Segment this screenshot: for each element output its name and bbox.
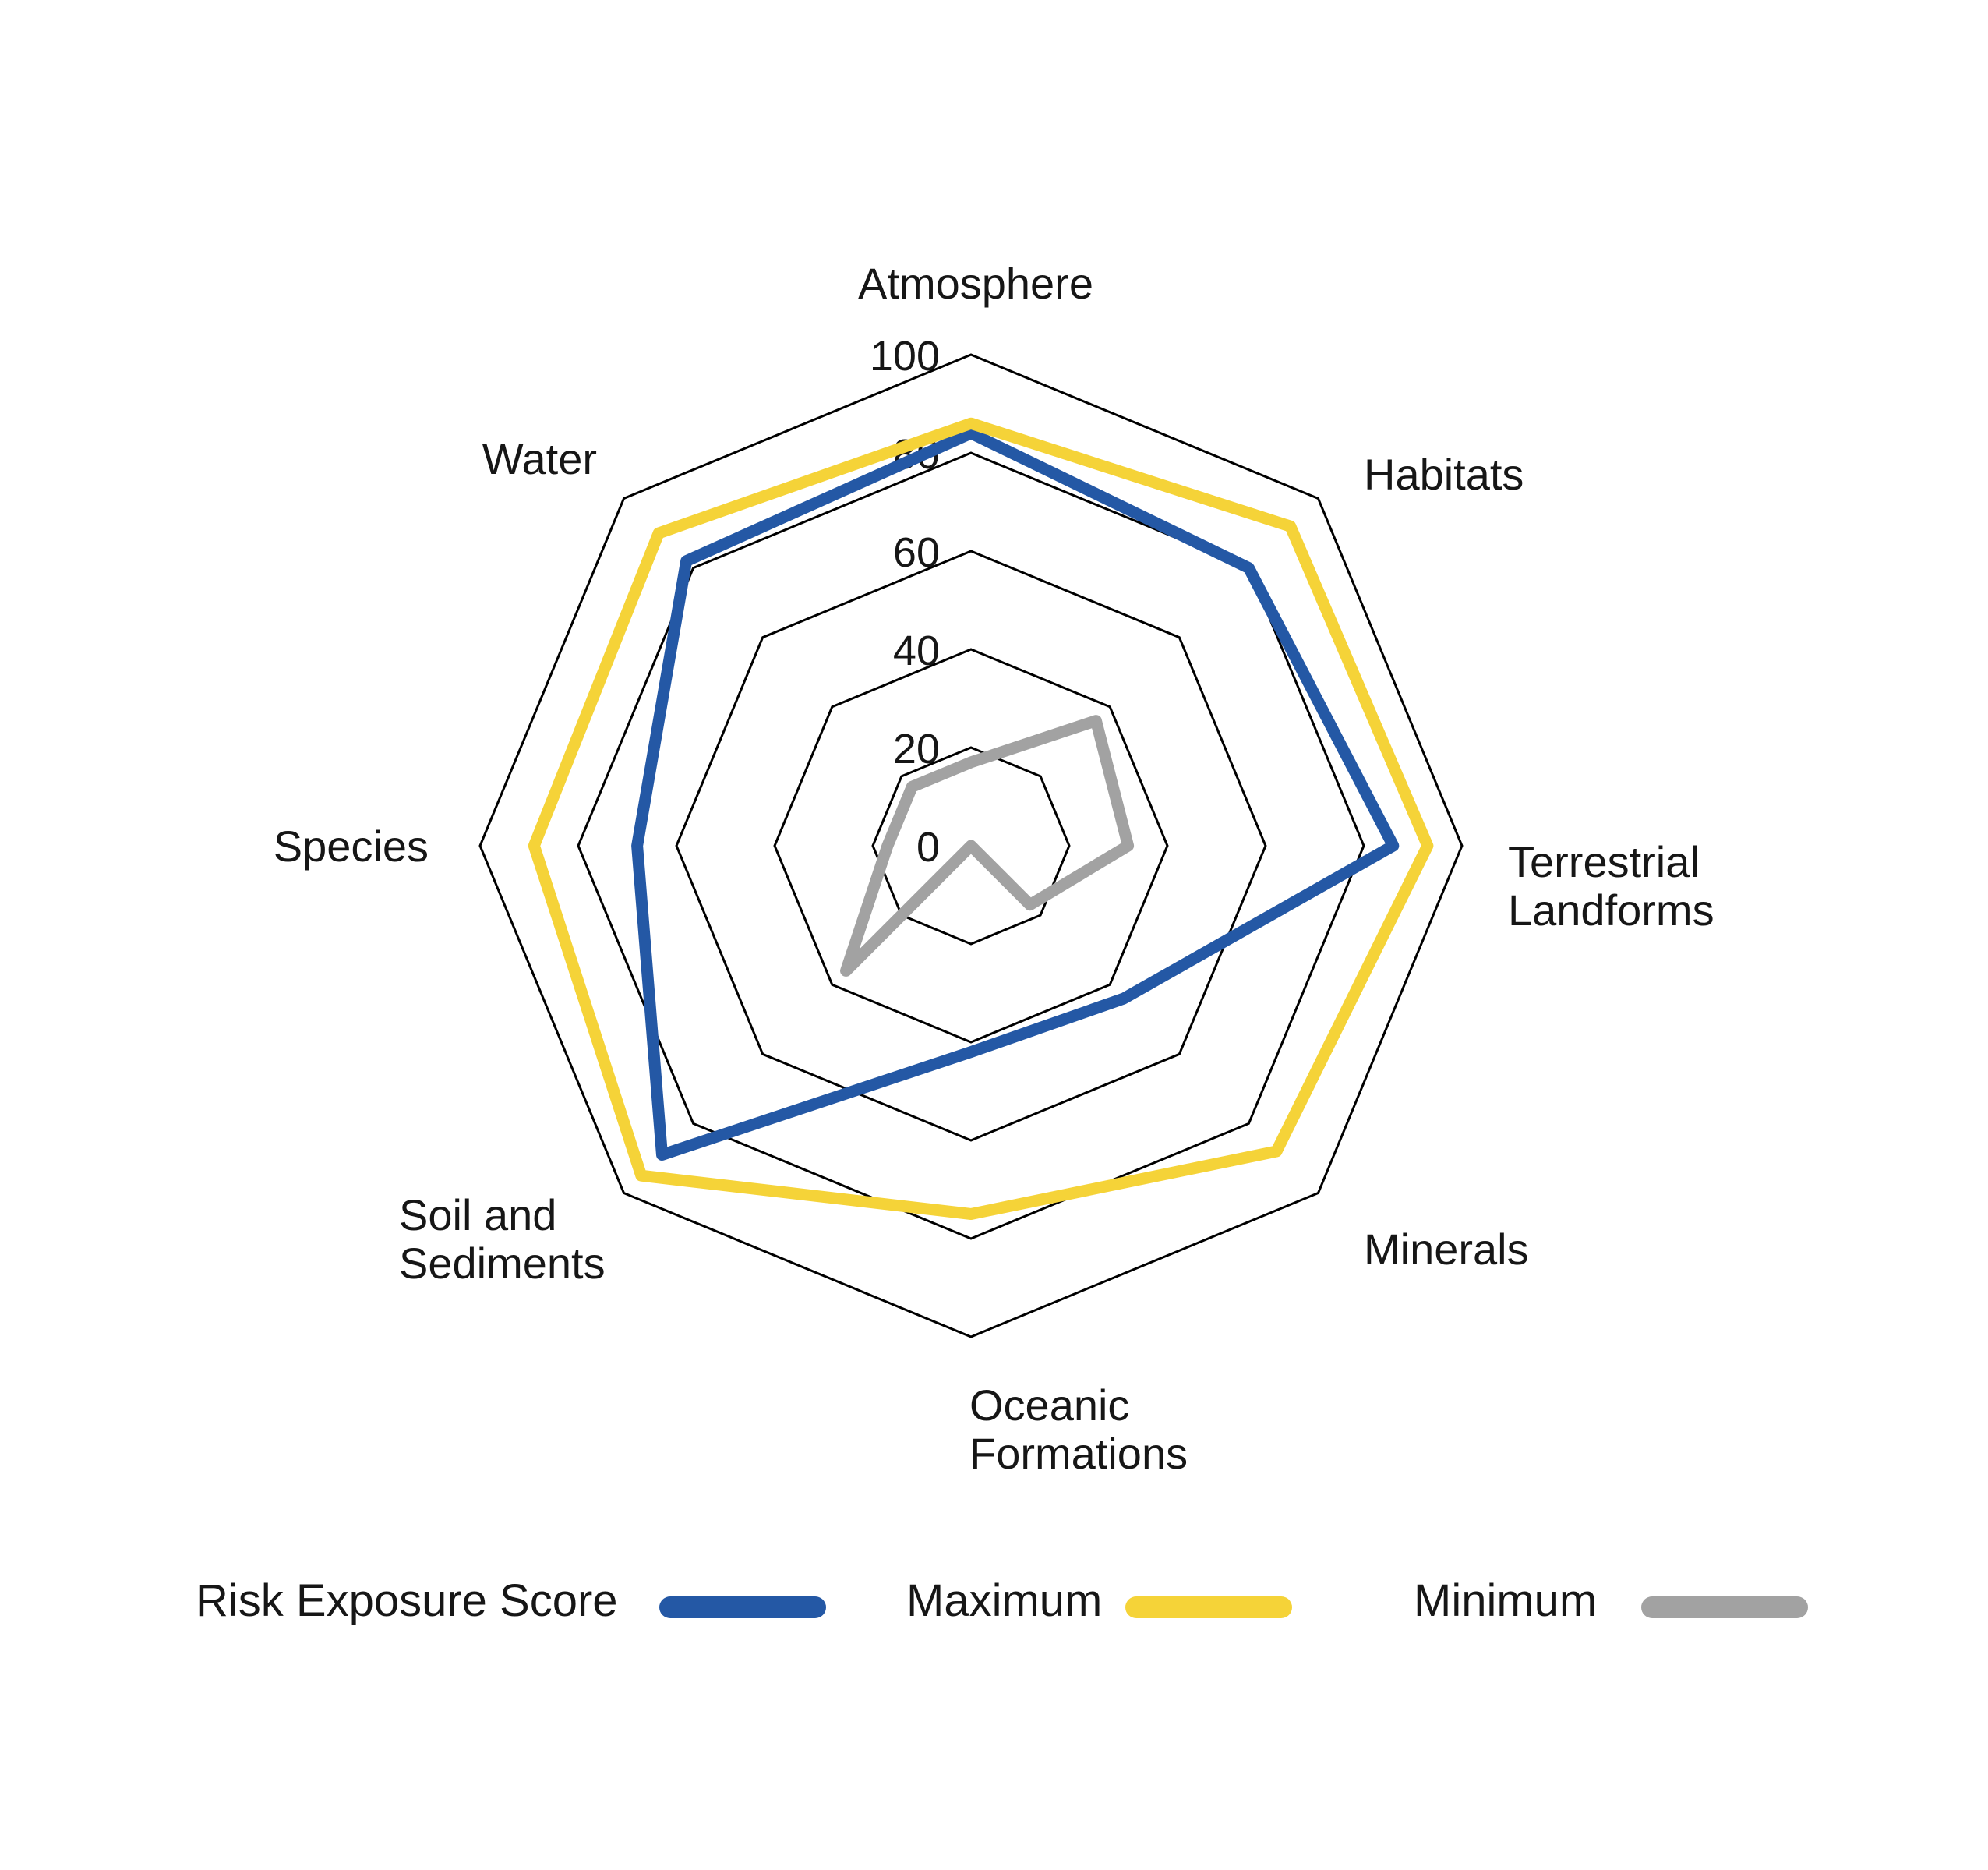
axis-label-oceanic-formations: Oceanic Formations (969, 1380, 1188, 1478)
legend-swatch-maximum (1125, 1596, 1292, 1618)
grid-ring-100 (478, 353, 1464, 1338)
axis-label-soil-and-sediments: Soil and Sediments (399, 1190, 606, 1288)
tick-label-20: 20 (893, 726, 940, 772)
tick-label-0: 0 (916, 824, 940, 871)
axis-label-habitats: Habitats (1364, 450, 1524, 499)
axis-label-terrestrial-landforms: Terrestrial Landforms (1508, 837, 1714, 935)
legend-label-maximum: Maximum (906, 1575, 1103, 1626)
grid-ring-80 (577, 451, 1365, 1240)
tick-label-100: 100 (870, 333, 940, 380)
legend-label-minimum: Minimum (1414, 1575, 1598, 1626)
legend-swatch-minimum (1641, 1596, 1808, 1618)
legend-label-risk-exposure-score: Risk Exposure Score (196, 1575, 618, 1626)
series-polygon-minimum (840, 715, 1135, 977)
tick-label-60: 60 (893, 529, 940, 576)
series-polygon-maximum (528, 417, 1434, 1220)
grid-ring-20 (871, 746, 1071, 946)
axis-label-species: Species (274, 822, 429, 871)
axis-label-minerals: Minerals (1364, 1225, 1529, 1274)
grid-ring-40 (773, 648, 1169, 1044)
grid-ring-60 (675, 550, 1267, 1142)
tick-label-40: 40 (893, 627, 940, 674)
axis-label-water: Water (482, 434, 597, 483)
axis-label-atmosphere: Atmosphere (858, 259, 1093, 308)
series-polygon-risk-exposure-score (631, 427, 1400, 1161)
legend-swatch-risk-exposure-score (659, 1596, 826, 1618)
